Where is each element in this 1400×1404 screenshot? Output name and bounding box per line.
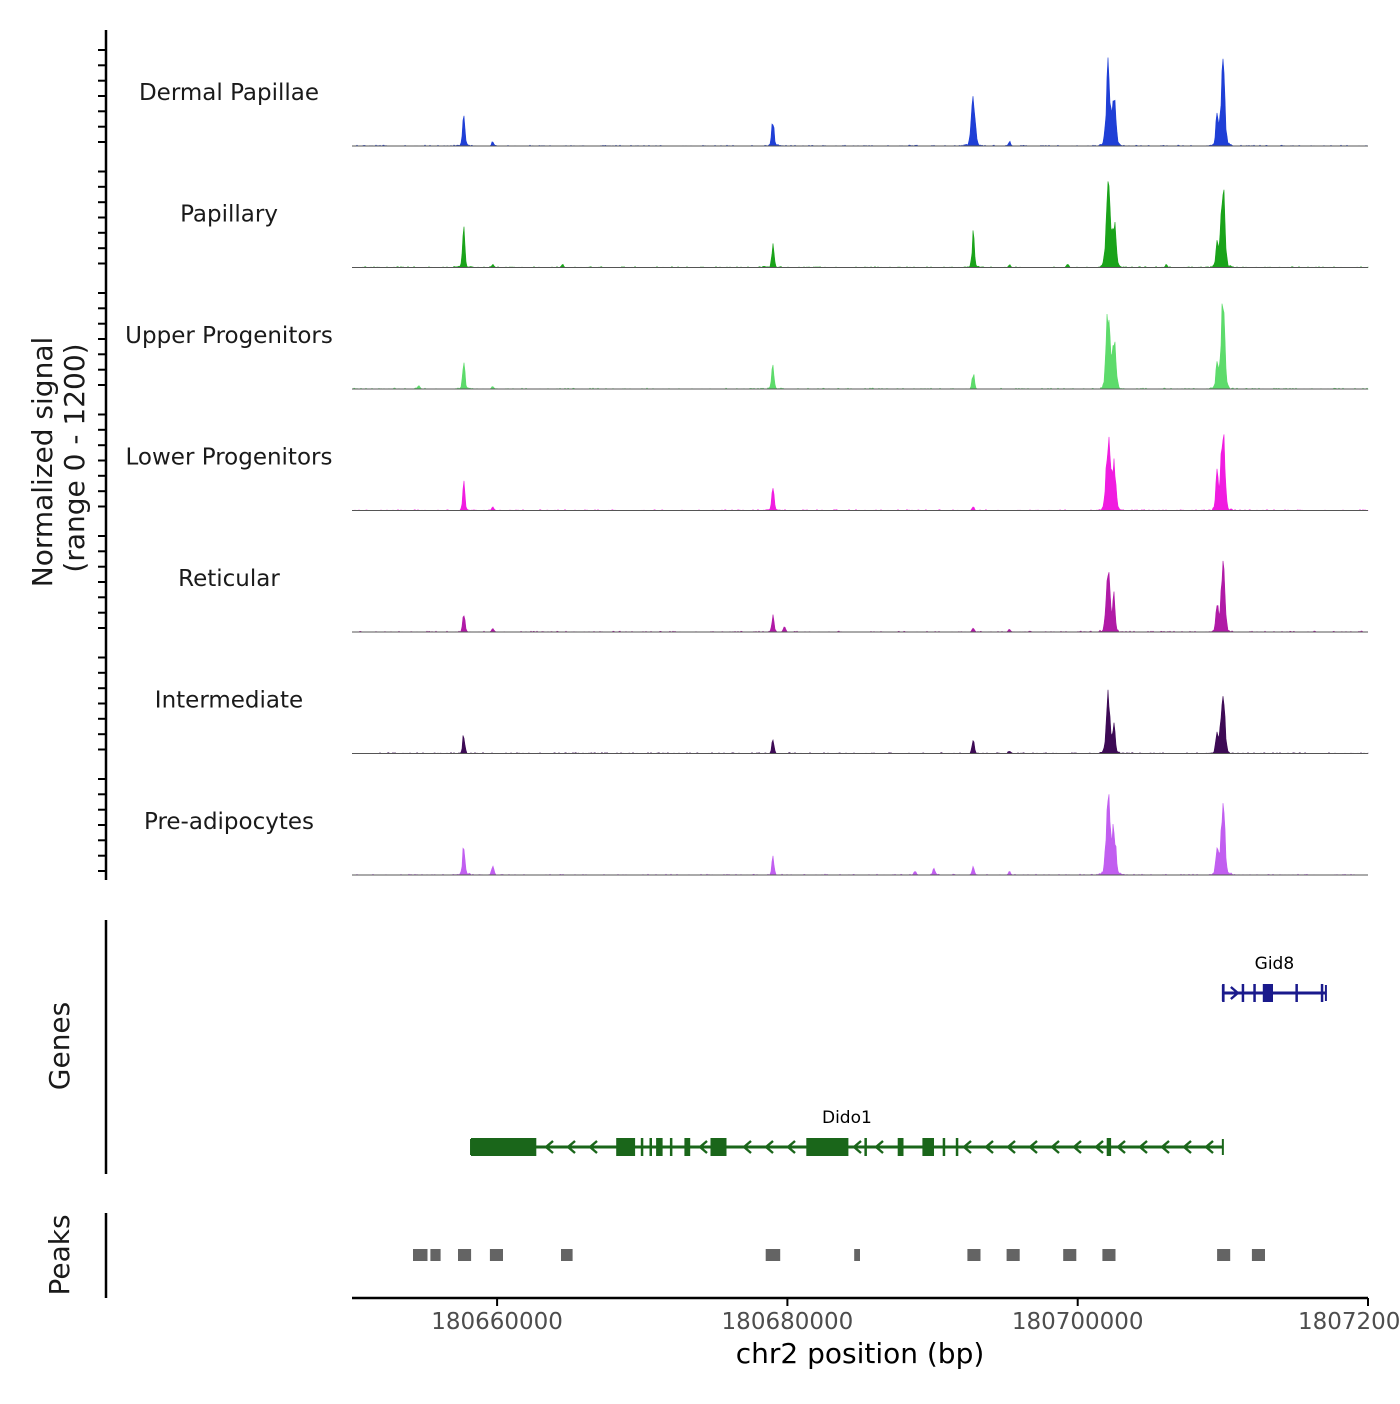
strand-arrow bbox=[874, 1140, 884, 1154]
gene-exon bbox=[656, 1138, 663, 1156]
peak-region bbox=[765, 1249, 781, 1261]
gene-label: Dido1 bbox=[822, 1108, 872, 1128]
coverage-area bbox=[352, 181, 1369, 269]
strand-arrow bbox=[1204, 1140, 1214, 1154]
coverage-area bbox=[352, 57, 1368, 147]
track-label: Upper Progenitors bbox=[125, 323, 333, 349]
peak-region bbox=[1102, 1249, 1116, 1261]
gene-exon bbox=[1253, 984, 1256, 1002]
gene-exon bbox=[806, 1138, 849, 1156]
peak-region bbox=[561, 1249, 573, 1261]
gene-exon bbox=[1262, 984, 1273, 1002]
track-labels: Dermal Papillae Papillary Upper Progenitor… bbox=[125, 80, 333, 835]
peak-region bbox=[1006, 1249, 1020, 1261]
track-label: Papillary bbox=[180, 202, 278, 228]
strand-arrow bbox=[1094, 1140, 1104, 1154]
coverage-area bbox=[352, 794, 1368, 876]
track-label: Dermal Papillae bbox=[139, 80, 319, 106]
strand-arrow bbox=[786, 1140, 796, 1154]
track-label: Lower Progenitors bbox=[126, 445, 333, 471]
peak-region bbox=[967, 1249, 981, 1261]
strand-arrow bbox=[984, 1140, 994, 1154]
strand-arrow bbox=[742, 1140, 752, 1154]
gene-exon bbox=[1295, 984, 1298, 1002]
genes-axis-title: Genes bbox=[43, 1002, 76, 1090]
strand-arrow bbox=[1006, 1140, 1016, 1154]
x-axis-ticks: 180660000 180680000 180700000 180720000 bbox=[431, 1298, 1400, 1335]
gene-exon bbox=[1320, 984, 1324, 1002]
track-label: Intermediate bbox=[155, 688, 303, 714]
gene-exon bbox=[1222, 984, 1225, 1002]
coverage-tracks bbox=[352, 57, 1369, 876]
peak-region bbox=[1063, 1249, 1077, 1261]
strand-arrow bbox=[852, 1140, 862, 1154]
x-tick-label: 180720000 bbox=[1298, 1309, 1400, 1335]
gene-annotation-track: Gid8 Dido1 bbox=[470, 954, 1327, 1156]
peak-region bbox=[854, 1249, 860, 1261]
strand-arrow bbox=[1116, 1140, 1126, 1154]
peak-region bbox=[489, 1249, 503, 1261]
track-label: Pre-adipocytes bbox=[144, 809, 314, 835]
strand-arrow bbox=[1230, 986, 1240, 1000]
gene-exon bbox=[649, 1138, 652, 1156]
strand-arrow bbox=[764, 1140, 774, 1154]
coverage-area bbox=[352, 303, 1369, 390]
gene-exon bbox=[710, 1138, 727, 1156]
strand-arrow bbox=[544, 1140, 554, 1154]
peak-region bbox=[1217, 1249, 1231, 1261]
gene-exon bbox=[922, 1138, 934, 1156]
peak-region bbox=[1251, 1249, 1265, 1261]
x-tick-label: 180680000 bbox=[722, 1309, 854, 1335]
signal-axis-ticks bbox=[98, 49, 106, 872]
peak-region bbox=[458, 1249, 472, 1261]
gene-exon bbox=[955, 1138, 959, 1156]
strand-arrow bbox=[1138, 1140, 1148, 1154]
signal-y-axis-range: (range 0 - 1200) bbox=[58, 343, 91, 572]
peak-track bbox=[413, 1249, 1265, 1261]
coverage-area bbox=[352, 560, 1368, 633]
gene-exon bbox=[640, 1138, 644, 1156]
x-tick-label: 180660000 bbox=[431, 1309, 563, 1335]
strand-arrow bbox=[588, 1140, 598, 1154]
gene-exon bbox=[684, 1138, 691, 1156]
gene-exon bbox=[669, 1138, 673, 1156]
strand-arrow bbox=[1072, 1140, 1082, 1154]
coverage-area bbox=[352, 689, 1369, 754]
strand-arrow bbox=[566, 1140, 576, 1154]
gene-exon bbox=[897, 1138, 904, 1156]
gene-exon bbox=[616, 1138, 636, 1156]
strand-arrow bbox=[1028, 1140, 1038, 1154]
strand-arrow bbox=[962, 1140, 972, 1154]
strand-arrow bbox=[1160, 1140, 1170, 1154]
strand-arrow bbox=[698, 1140, 708, 1154]
peaks-axis-title: Peaks bbox=[43, 1214, 76, 1295]
peak-region bbox=[413, 1249, 428, 1261]
gene-exon bbox=[864, 1138, 867, 1156]
strand-arrow bbox=[1050, 1140, 1060, 1154]
x-tick-label: 180700000 bbox=[1012, 1309, 1144, 1335]
gene-exon bbox=[471, 1138, 537, 1156]
gene-exon bbox=[1241, 984, 1245, 1002]
gene-exon bbox=[1106, 1138, 1112, 1156]
track-label: Reticular bbox=[178, 566, 280, 592]
strand-arrow bbox=[1182, 1140, 1192, 1154]
gene-exon bbox=[942, 1138, 946, 1156]
coverage-area bbox=[352, 434, 1369, 511]
signal-y-axis-title: Normalized signal bbox=[26, 337, 59, 588]
peak-region bbox=[430, 1249, 441, 1261]
x-axis-title: chr2 position (bp) bbox=[736, 1337, 985, 1370]
gene-label: Gid8 bbox=[1255, 954, 1295, 974]
